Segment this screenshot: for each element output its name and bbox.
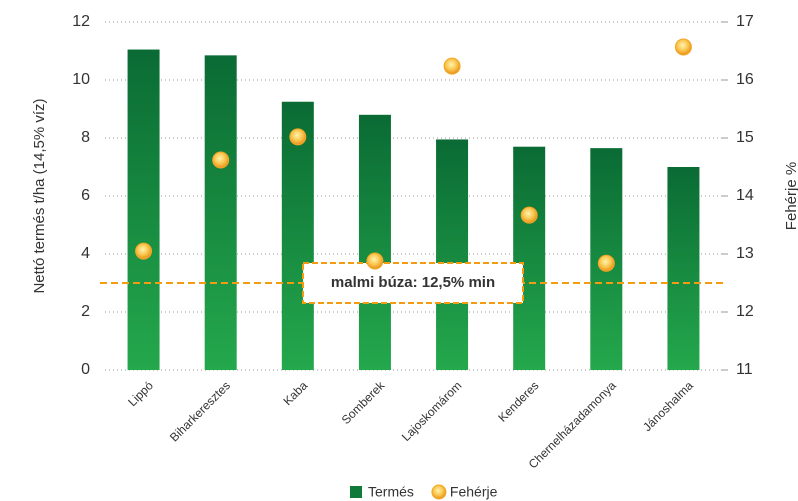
y-tick-label: 6 xyxy=(81,187,90,204)
x-tick-label: Biharkeresztes xyxy=(167,378,233,444)
legend-swatch xyxy=(350,486,362,498)
point xyxy=(674,38,692,56)
point xyxy=(443,57,461,75)
y2-tick-label: 14 xyxy=(736,187,754,204)
point xyxy=(289,128,307,146)
y2-tick-label: 17 xyxy=(736,13,754,30)
x-tick-label: Lajoskomárom xyxy=(399,378,465,444)
bar xyxy=(358,114,391,370)
point xyxy=(135,242,153,260)
legend-item: Fehérje xyxy=(431,484,498,500)
y-tick-label: 10 xyxy=(72,71,90,88)
legend-label: Fehérje xyxy=(450,484,498,500)
y-tick-label: 0 xyxy=(81,361,90,378)
legend-label: Termés xyxy=(368,484,414,500)
legend-swatch xyxy=(431,484,447,500)
y-tick-label: 2 xyxy=(81,303,90,320)
annotation: malmi búza: 12,5% min xyxy=(331,274,495,291)
bar xyxy=(281,101,314,370)
y2-tick-label: 15 xyxy=(736,129,754,146)
bar xyxy=(204,55,237,370)
point xyxy=(366,252,384,270)
y-tick-label: 4 xyxy=(81,245,90,262)
bar xyxy=(667,167,700,370)
x-tick-label: Chernelházadamonya xyxy=(526,378,619,471)
x-tick-label: Somberek xyxy=(339,378,388,427)
bar xyxy=(436,139,469,370)
y-tick-label: 12 xyxy=(72,13,90,30)
y2-tick-label: 11 xyxy=(736,361,753,378)
y-axis-label: Nettó termés t/ha (14,5% víz) xyxy=(31,98,48,293)
bar xyxy=(513,146,546,370)
x-tick-label: Kenderes xyxy=(495,378,541,424)
y2-axis-label: Fehérje % xyxy=(783,162,798,230)
y2-tick-label: 16 xyxy=(736,71,754,88)
point xyxy=(597,254,615,272)
y2-tick-label: 12 xyxy=(736,303,754,320)
annotation-box xyxy=(302,262,524,304)
bar xyxy=(127,49,160,371)
x-tick-label: Lippó xyxy=(125,378,156,409)
x-tick-label: Kaba xyxy=(280,378,310,408)
point xyxy=(520,206,538,224)
point xyxy=(212,151,230,169)
x-tick-label: Jánoshalma xyxy=(640,378,696,434)
y2-tick-label: 13 xyxy=(736,245,754,262)
legend-item: Termés xyxy=(350,484,414,500)
y-tick-label: 8 xyxy=(81,129,90,146)
